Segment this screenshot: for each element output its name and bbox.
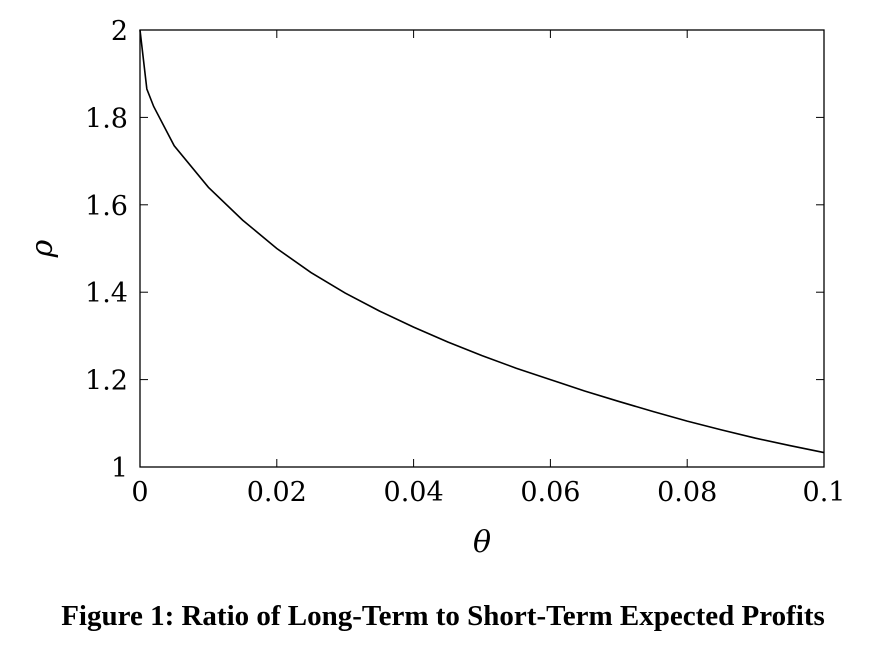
- y-axis-label: ρ: [25, 239, 60, 258]
- x-tick-label: 0.04: [384, 477, 444, 508]
- x-tick-label: 0: [131, 477, 148, 508]
- y-tick-label: 2: [111, 16, 128, 47]
- y-tick-label: 1.2: [85, 366, 128, 397]
- line-chart: 0 0.02 0.04 0.06 0.08 0.1 1 1.2 1.4 1.6 1.8 2 θ ρ: [25, 16, 845, 560]
- series-line: [139, 29, 825, 454]
- axis-ticks: [139, 29, 825, 468]
- y-tick-label: 1.8: [85, 103, 128, 134]
- y-tick-label: 1.6: [85, 191, 128, 222]
- x-tick-label: 0.08: [657, 477, 717, 508]
- x-tick-label: 0.02: [247, 477, 307, 508]
- axis-tick-labels: 0 0.02 0.04 0.06 0.08 0.1 1 1.2 1.4 1.6 1.8 2: [85, 16, 845, 508]
- y-tick-label: 1.4: [85, 278, 128, 309]
- x-tick-label: 0.06: [520, 477, 580, 508]
- x-axis-label: θ: [473, 525, 491, 560]
- plot-frame: [139, 29, 825, 468]
- y-tick-label: 1: [111, 453, 128, 484]
- x-tick-label: 0.1: [803, 477, 846, 508]
- figure-caption: Figure 1: Ratio of Long-Term to Short-Te…: [61, 600, 825, 632]
